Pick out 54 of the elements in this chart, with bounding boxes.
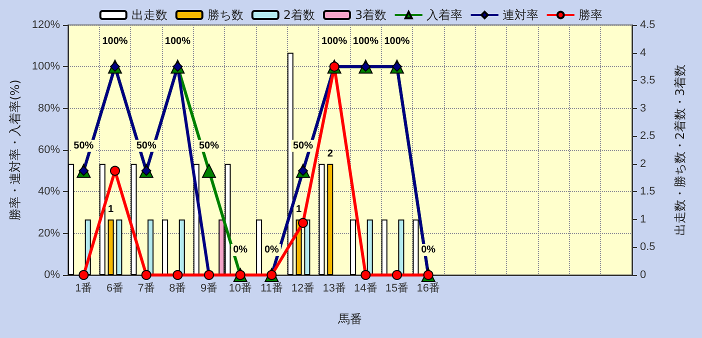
data-label: 50% (292, 140, 314, 152)
data-label: 2 (327, 148, 334, 160)
data-label: 100% (384, 36, 410, 48)
x-tick-label: 7番 (138, 282, 155, 294)
legend-label: 2着数 (283, 8, 316, 22)
y-tick-label: 20% (38, 227, 60, 240)
data-label: 0% (421, 244, 436, 256)
x-tick-label: 11番 (260, 282, 283, 294)
x-tick-label: 10番 (228, 282, 252, 294)
legend-label: 入着率 (426, 8, 463, 22)
x-tick-label: 12番 (291, 282, 315, 294)
y2-tick-label: 4.5 (640, 19, 656, 31)
x-tick-label: 8番 (169, 282, 186, 294)
data-label: 100% (164, 36, 191, 48)
data-label: 100% (352, 36, 379, 48)
x-tick-label: 13番 (322, 282, 346, 294)
x-tick-label: 15番 (385, 282, 409, 294)
data-label: 50% (74, 140, 94, 152)
legend-label: 勝ち数 (207, 8, 244, 22)
x-tick-label: 14番 (354, 282, 378, 294)
data-label: 1 (108, 204, 114, 215)
y2-tick-label: 3.5 (640, 74, 656, 87)
y-axis-title: 勝率・連対率・入着率(%) (8, 80, 22, 220)
data-label: 100% (102, 36, 128, 48)
data-label: 50% (136, 140, 156, 152)
legend-label: 出走数 (131, 8, 168, 22)
y-tick-label: 40% (38, 186, 60, 198)
data-label: 1 (296, 204, 302, 215)
y2-tick-label: 2.5 (640, 130, 656, 142)
y-tick-label: 100% (32, 60, 60, 73)
y-tick-label: 0% (44, 269, 60, 281)
y-tick-label: 60% (38, 144, 60, 156)
legend-label: 3着数 (355, 8, 387, 22)
legend-label: 連対率 (502, 8, 539, 22)
y2-tick-label: 0 (640, 269, 646, 281)
x-tick-label: 6番 (106, 282, 124, 294)
data-label: 100% (322, 36, 348, 48)
y2-axis-title: 出走数・勝ち数・2着数・3着数 (673, 64, 687, 236)
y2-tick-label: 4 (640, 46, 646, 59)
data-label: 0% (264, 244, 279, 256)
y-tick-label: 80% (38, 102, 60, 114)
y2-tick-label: 0.5 (640, 241, 656, 254)
y2-tick-label: 2 (640, 158, 646, 170)
x-tick-label: 16番 (416, 282, 440, 294)
legend-label: 勝率 (578, 8, 603, 22)
y2-tick-label: 1.5 (640, 186, 656, 198)
x-tick-label: 1番 (75, 282, 92, 294)
data-label: 50% (198, 140, 220, 152)
y2-tick-label: 1 (640, 213, 646, 226)
x-axis-title: 馬番 (337, 312, 362, 326)
y-tick-label: 120% (32, 19, 60, 31)
y2-tick-label: 3 (640, 102, 646, 114)
x-tick-label: 9番 (200, 282, 218, 294)
data-label: 0% (233, 244, 248, 256)
